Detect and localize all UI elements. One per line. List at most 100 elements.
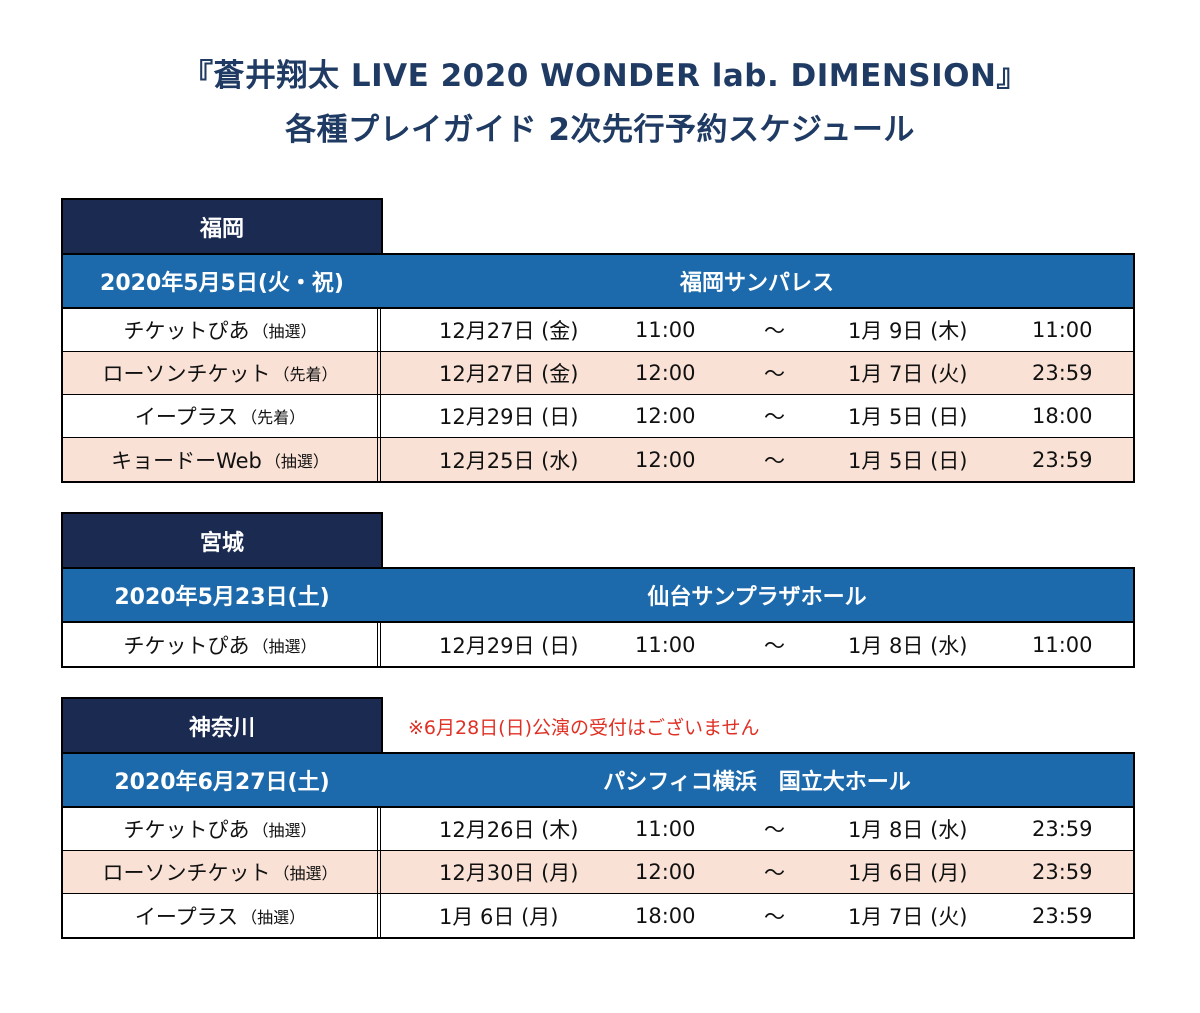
table-row: ローソンチケット （抽選） 12月30日 (月) 12:00 ～ 1月 6日 (月… [63, 851, 1133, 894]
sale-period: 1月 6日 (月) 18:00 ～ 1月 7日 (火) 23:59 [381, 894, 1133, 937]
end-date: 1月 7日 (火) [848, 904, 968, 929]
playguide-cell: ローソンチケット （抽選） [63, 851, 381, 893]
start-time: 12:00 [635, 860, 696, 884]
playguide-cell: イープラス （抽選） [63, 894, 381, 937]
sale-method: （先着） [241, 408, 306, 427]
sale-method: （抽選） [252, 636, 317, 656]
schedule-table: 2020年5月5日(火・祝) 福岡サンパレス チケットぴあ （抽選） 12月27日… [61, 253, 1135, 483]
notice-text: ※6月28日(日)公演の受付はございません [408, 717, 760, 739]
sale-period: 12月30日 (月) 12:00 ～ 1月 6日 (月) 23:59 [381, 851, 1133, 893]
playguide-name: イープラス [134, 904, 239, 929]
end-date: 1月 9日 (木) [848, 319, 968, 343]
sale-method: （抽選） [241, 907, 306, 927]
range-separator: ～ [764, 861, 785, 885]
end-date: 1月 8日 (水) [848, 633, 968, 658]
sale-method: （抽選） [273, 864, 338, 883]
table-row: キョードーWeb （抽選） 12月25日 (水) 12:00 ～ 1月 5日 (日… [63, 438, 1133, 481]
range-separator: ～ [764, 362, 785, 386]
playguide-cell: イープラス （先着） [63, 395, 381, 437]
region-section-fukuoka: 福岡 2020年5月5日(火・祝) 福岡サンパレス チケットぴあ （抽選） 12月… [61, 198, 1135, 483]
table-row: イープラス （抽選） 1月 6日 (月) 18:00 ～ 1月 7日 (火) 23… [63, 894, 1133, 937]
table-row: チケットぴあ （抽選） 12月26日 (木) 11:00 ～ 1月 8日 (水) … [63, 808, 1133, 851]
event-venue: パシフィコ横浜 国立大ホール [603, 770, 911, 795]
region-name: 神奈川 [188, 715, 255, 741]
event-header: 2020年6月27日(土) パシフィコ横浜 国立大ホール [63, 754, 1133, 808]
event-header: 2020年5月5日(火・祝) 福岡サンパレス [63, 255, 1133, 309]
start-time: 18:00 [635, 903, 696, 928]
sale-method: （先着） [273, 365, 338, 384]
playguide-cell: チケットぴあ （抽選） [63, 623, 381, 666]
table-row: イープラス （先着） 12月29日 (日) 12:00 ～ 1月 5日 (日) 1… [63, 395, 1133, 438]
end-date: 1月 6日 (月) [848, 861, 968, 885]
start-date: 12月27日 (金) [439, 319, 579, 343]
event-header: 2020年5月23日(土) 仙台サンプラザホール [63, 569, 1133, 623]
end-time: 23:59 [1032, 447, 1093, 472]
start-date: 12月26日 (木) [439, 818, 579, 842]
event-date: 2020年5月23日(土) [114, 585, 330, 610]
sale-method: （抽選） [252, 322, 317, 341]
end-date: 1月 7日 (火) [848, 362, 968, 386]
playguide-name: ローソンチケット [102, 861, 271, 885]
schedule-table: 2020年5月23日(土) 仙台サンプラザホール チケットぴあ （抽選） 12月2… [61, 567, 1135, 668]
range-separator: ～ [764, 904, 785, 929]
event-venue: 福岡サンパレス [679, 271, 834, 296]
end-date: 1月 5日 (日) [848, 448, 968, 473]
playguide-name: チケットぴあ [123, 818, 250, 842]
sale-period: 12月29日 (日) 12:00 ～ 1月 5日 (日) 18:00 [381, 395, 1133, 437]
start-time: 12:00 [635, 447, 696, 472]
range-separator: ～ [764, 818, 785, 842]
schedule-table: 2020年6月27日(土) パシフィコ横浜 国立大ホール チケットぴあ （抽選） … [61, 752, 1135, 939]
sale-period: 12月29日 (日) 11:00 ～ 1月 8日 (水) 11:00 [381, 623, 1133, 666]
sale-method: （抽選） [264, 451, 329, 471]
region-name: 宮城 [199, 530, 244, 556]
start-time: 11:00 [635, 318, 696, 342]
playguide-cell: チケットぴあ （抽選） [63, 309, 381, 351]
region-tab: 神奈川 [61, 697, 383, 752]
end-time: 23:59 [1032, 361, 1093, 385]
region-tab: 福岡 [61, 198, 383, 253]
start-date: 1月 6日 (月) [439, 904, 559, 929]
title-line-1: 『蒼井翔太 LIVE 2020 WONDER lab. DIMENSION』 [182, 58, 1028, 94]
start-date: 12月25日 (水) [439, 448, 579, 473]
end-date: 1月 8日 (水) [848, 818, 968, 842]
event-date: 2020年6月27日(土) [114, 770, 330, 795]
range-separator: ～ [764, 405, 785, 429]
event-date: 2020年5月5日(火・祝) [100, 271, 344, 296]
table-row: チケットぴあ （抽選） 12月29日 (日) 11:00 ～ 1月 8日 (水) … [63, 623, 1133, 666]
start-date: 12月29日 (日) [439, 633, 579, 658]
region-section-kanagawa: 神奈川 ※6月28日(日)公演の受付はございません 2020年6月27日(土) … [61, 697, 1135, 939]
table-row: チケットぴあ （抽選） 12月27日 (金) 11:00 ～ 1月 9日 (木) … [63, 309, 1133, 352]
sale-method: （抽選） [252, 821, 317, 840]
playguide-name: キョードーWeb [111, 448, 262, 473]
start-date: 12月29日 (日) [439, 405, 579, 429]
range-separator: ～ [764, 633, 785, 658]
region-name: 福岡 [199, 216, 244, 242]
end-time: 23:59 [1032, 860, 1093, 884]
playguide-cell: ローソンチケット （先着） [63, 352, 381, 394]
end-date: 1月 5日 (日) [848, 405, 968, 429]
table-row: ローソンチケット （先着） 12月27日 (金) 12:00 ～ 1月 7日 (火… [63, 352, 1133, 395]
event-venue: 仙台サンプラザホール [647, 585, 867, 610]
playguide-name: ローソンチケット [102, 362, 271, 386]
end-time: 11:00 [1032, 632, 1093, 657]
playguide-name: イープラス [134, 405, 239, 429]
range-separator: ～ [764, 319, 785, 343]
end-time: 23:59 [1032, 817, 1093, 841]
end-time: 23:59 [1032, 903, 1093, 928]
start-time: 11:00 [635, 817, 696, 841]
playguide-name: チケットぴあ [123, 319, 250, 343]
sale-period: 12月27日 (金) 12:00 ～ 1月 7日 (火) 23:59 [381, 352, 1133, 394]
playguide-cell: チケットぴあ （抽選） [63, 808, 381, 850]
sale-period: 12月25日 (水) 12:00 ～ 1月 5日 (日) 23:59 [381, 438, 1133, 481]
start-date: 12月30日 (月) [439, 861, 579, 885]
end-time: 11:00 [1032, 318, 1093, 342]
playguide-name: チケットぴあ [123, 633, 250, 658]
start-time: 12:00 [635, 361, 696, 385]
playguide-cell: キョードーWeb （抽選） [63, 438, 381, 481]
region-tab: 宮城 [61, 512, 383, 567]
range-separator: ～ [764, 448, 785, 473]
start-time: 12:00 [635, 404, 696, 428]
title-line-2: 各種プレイガイド 2次先行予約スケジュール [285, 112, 915, 148]
sale-period: 12月27日 (金) 11:00 ～ 1月 9日 (木) 11:00 [381, 309, 1133, 351]
end-time: 18:00 [1032, 404, 1093, 428]
